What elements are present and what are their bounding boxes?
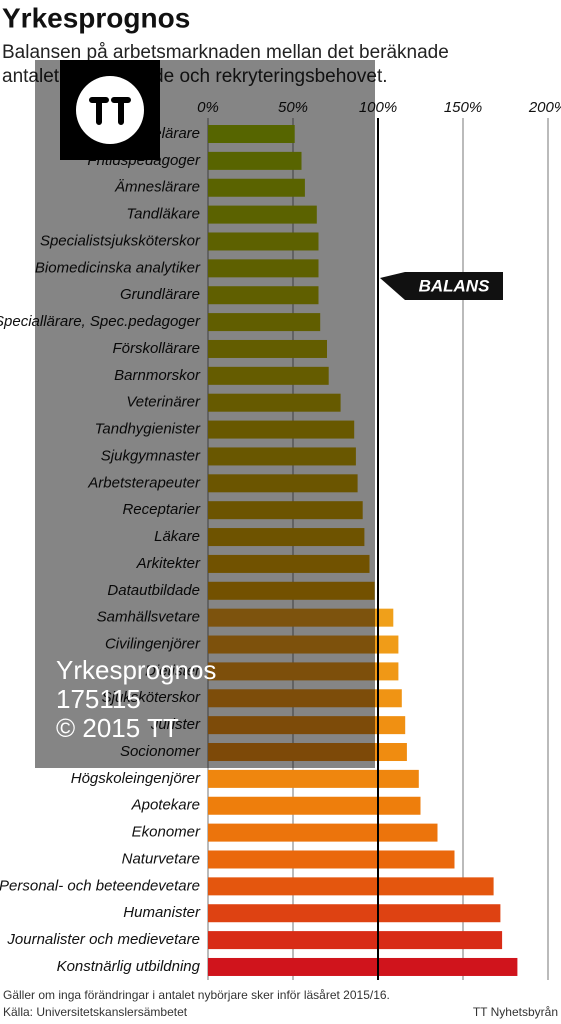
bar bbox=[208, 931, 503, 950]
y-tick-label: Receptarier bbox=[122, 501, 201, 518]
bar bbox=[208, 850, 455, 869]
y-tick-label: Civilingenjörer bbox=[105, 635, 201, 652]
y-tick-label: Konstnärlig utbildning bbox=[57, 958, 201, 975]
bar bbox=[208, 904, 501, 923]
x-tick-label: 50% bbox=[278, 99, 308, 116]
bar bbox=[208, 232, 319, 251]
bar bbox=[208, 635, 399, 654]
bar bbox=[208, 125, 295, 143]
y-tick-label: Högskoleingenjörer bbox=[71, 770, 201, 787]
bar bbox=[208, 420, 355, 439]
y-tick-label: Veterinärer bbox=[126, 394, 201, 411]
watermark-text: 175115 bbox=[56, 684, 141, 714]
y-tick-label: Arkitekter bbox=[136, 555, 201, 572]
y-tick-label: Sjukgymnaster bbox=[101, 447, 201, 464]
bar bbox=[208, 151, 302, 170]
x-tick-label: 200% bbox=[528, 99, 561, 116]
bar bbox=[208, 178, 305, 197]
y-tick-label: Arbetsterapeuter bbox=[87, 474, 201, 491]
watermark-overlay bbox=[35, 60, 375, 768]
y-tick-label: Apotekare bbox=[131, 797, 200, 814]
y-tick-label: Dietister bbox=[145, 662, 201, 679]
x-tick-label: 150% bbox=[444, 99, 482, 116]
bar bbox=[208, 339, 327, 358]
y-tick-label: Speciallärare, Spec.pedagoger bbox=[0, 313, 201, 330]
bar bbox=[208, 474, 358, 493]
y-tick-label: Barnmorskor bbox=[114, 367, 201, 384]
bar bbox=[208, 528, 365, 547]
bar bbox=[208, 769, 419, 788]
bar bbox=[208, 796, 421, 815]
bar bbox=[208, 205, 317, 224]
bar bbox=[208, 366, 329, 385]
y-tick-label: Jurister bbox=[150, 716, 201, 733]
y-tick-label: Humanister bbox=[123, 904, 201, 921]
bar bbox=[208, 393, 341, 412]
y-tick-label: Specialistsjuksköterskor bbox=[40, 232, 201, 249]
chart-title: Yrkesprognos bbox=[2, 2, 190, 33]
y-tick-label: Samhällsvetare bbox=[97, 609, 200, 626]
bar bbox=[208, 689, 402, 708]
subtitle: Balansen på arbetsmarknaden mellan det b… bbox=[2, 42, 449, 63]
x-tick-label: 100% bbox=[359, 99, 397, 116]
bar bbox=[208, 662, 399, 681]
reference-label: BALANS bbox=[419, 276, 490, 295]
y-tick-label: Datautbildade bbox=[107, 582, 200, 599]
watermark-logo-mark bbox=[89, 97, 131, 125]
watermark-text: Yrkesprognos bbox=[56, 655, 216, 685]
bar bbox=[208, 957, 518, 976]
y-tick-label: Ekonomer bbox=[132, 824, 201, 841]
bar bbox=[208, 259, 319, 278]
bar bbox=[208, 286, 319, 305]
y-tick-label: Tandhygienister bbox=[95, 421, 201, 438]
bar bbox=[208, 608, 394, 627]
bar bbox=[208, 743, 407, 762]
bar bbox=[208, 581, 375, 600]
y-tick-label: Socionomer bbox=[120, 743, 201, 760]
bar bbox=[208, 447, 356, 466]
bar bbox=[208, 501, 363, 520]
watermark-logo-circle bbox=[76, 76, 144, 144]
y-tick-label: Naturvetare bbox=[122, 850, 200, 867]
bar bbox=[208, 313, 321, 332]
y-tick-label: Förskollärare bbox=[112, 340, 200, 357]
credit: TT Nyhetsbyrån bbox=[473, 1005, 558, 1019]
y-tick-label: Journalister och medievetare bbox=[6, 931, 200, 948]
watermark-text: © 2015 TT bbox=[56, 713, 179, 743]
y-tick-label: Personal- och beteendevetare bbox=[0, 877, 200, 894]
y-tick-label: Biomedicinska analytiker bbox=[35, 259, 201, 276]
y-tick-label: Grundlärare bbox=[120, 286, 200, 303]
bar bbox=[208, 554, 370, 573]
y-tick-label: Tandläkare bbox=[126, 206, 200, 223]
bar bbox=[208, 877, 494, 896]
source: Källa: Universitetskanslersämbetet bbox=[3, 1005, 188, 1019]
bar bbox=[208, 823, 438, 842]
x-tick-label: 0% bbox=[197, 99, 219, 116]
y-tick-label: Sjuksköterskor bbox=[102, 689, 201, 706]
bar bbox=[208, 716, 406, 735]
footnote: Gäller om inga förändringar i antalet ny… bbox=[3, 988, 390, 1002]
reference-label-box bbox=[380, 272, 503, 300]
y-tick-label: Ämneslärare bbox=[114, 179, 200, 196]
y-tick-label: Läkare bbox=[154, 528, 200, 545]
